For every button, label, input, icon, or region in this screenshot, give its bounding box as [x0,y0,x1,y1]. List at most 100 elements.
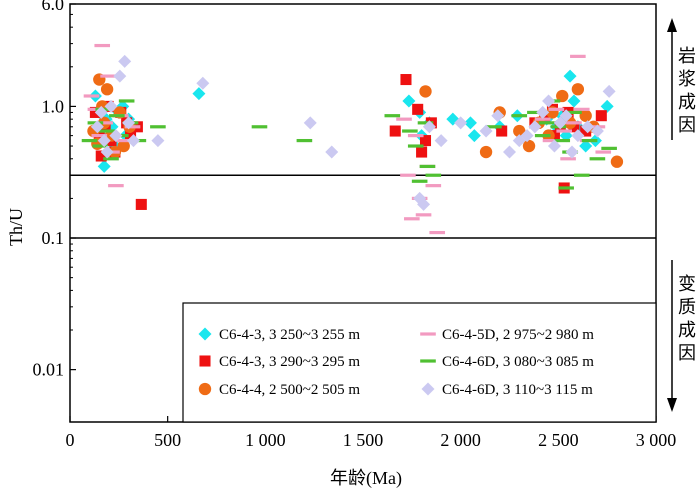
zone-label-char: 成 [678,320,696,341]
data-point [542,138,559,143]
data-point [412,103,424,115]
data-point [556,89,569,103]
legend-label: C6-4-4, 2 500~2 505 m [219,382,360,398]
data-point [581,120,595,134]
legend-box [182,302,657,423]
data-point [560,157,576,161]
data-point [97,159,111,173]
x-tick-label: 2 000 [440,430,481,450]
data-point [542,94,556,108]
data-point [196,76,210,90]
x-tick-label: 1 000 [245,430,286,450]
data-point [100,145,114,159]
legend-marker [420,359,436,363]
data-point [601,146,617,150]
data-point [425,173,442,177]
data-point [97,134,111,148]
zone-label-char: 因 [678,343,696,364]
data-point [454,116,468,130]
data-point [92,144,109,148]
data-point [417,121,434,125]
legend: C6-4-3, 3 250~3 255 m C6-4-3, 3 290~3 295… [182,302,657,423]
data-point [419,164,436,169]
data-point [565,145,579,159]
data-point [538,121,555,125]
data-point [434,134,448,148]
zone-label-char: 质 [678,297,696,318]
data-point [83,94,100,98]
data-point [396,117,412,121]
legend-marker [198,327,212,341]
data-point [94,43,111,48]
data-point [384,114,401,118]
data-point [429,230,446,235]
data-point [411,179,428,183]
data-point [90,120,104,134]
data-point [419,85,432,98]
legend-label: C6-4-3, 3 250~3 255 m [219,327,360,343]
data-point [496,125,508,137]
legend-marker [421,382,435,396]
data-point [536,105,550,119]
y-axis-ticks: 0.01 0.1 1.0 6.0 [33,0,76,380]
legend-label: C6-4-6D, 3 110~3 115 m [442,382,593,398]
data-point [520,129,534,143]
legend-item-0: C6-4-3, 3 250~3 255 m [198,327,360,343]
x-tick-label: 1 500 [343,430,384,450]
series-4 [81,99,617,190]
data-points [81,43,624,235]
y-tick-label: 0.01 [33,360,65,380]
data-point [528,120,542,134]
data-point [590,124,604,138]
data-point [522,139,536,153]
data-point [100,83,114,96]
zone-label-char: 浆 [678,69,696,90]
zone-arrow-up-head [667,18,677,32]
data-point [151,134,165,148]
y-tick-label: 6.0 [42,0,65,14]
data-point [109,114,125,118]
x-tick-label: 3 000 [636,430,677,450]
data-point [566,110,582,115]
data-point [91,134,108,138]
data-point [566,121,582,125]
data-point [559,109,573,123]
data-point [122,116,136,130]
data-point [150,125,166,129]
data-point [251,125,268,129]
data-point [87,107,104,111]
x-tick-label: 2 500 [538,430,579,450]
legend-item-1: C6-4-3, 3 290~3 295 m [199,354,360,370]
data-point [126,134,140,148]
data-point [581,138,598,143]
reference-lines [70,174,656,239]
data-point [589,157,606,161]
data-point [192,87,206,101]
data-point [389,125,401,137]
data-point [108,184,124,188]
data-point [579,109,592,122]
legend-label: C6-4-3, 3 290~3 295 m [219,354,360,370]
data-point [579,139,593,153]
zone-label-char: 因 [678,115,696,136]
data-point [135,198,147,210]
data-point [419,135,432,147]
zone-label-char: 变 [678,274,696,295]
data-point [104,99,118,113]
y-tick-label: 0.1 [42,228,65,248]
series-5 [90,54,616,211]
data-point [534,134,551,138]
data-point [573,107,590,111]
data-point [95,150,107,162]
y-axis-label: Th/U [6,208,26,246]
zone-arrow-down-head [667,398,677,412]
data-point [573,173,590,177]
data-point [404,217,420,221]
data-point [600,99,614,113]
x-tick-label: 500 [154,430,181,450]
data-point [479,124,493,138]
data-point [124,125,141,129]
data-point [109,129,123,143]
